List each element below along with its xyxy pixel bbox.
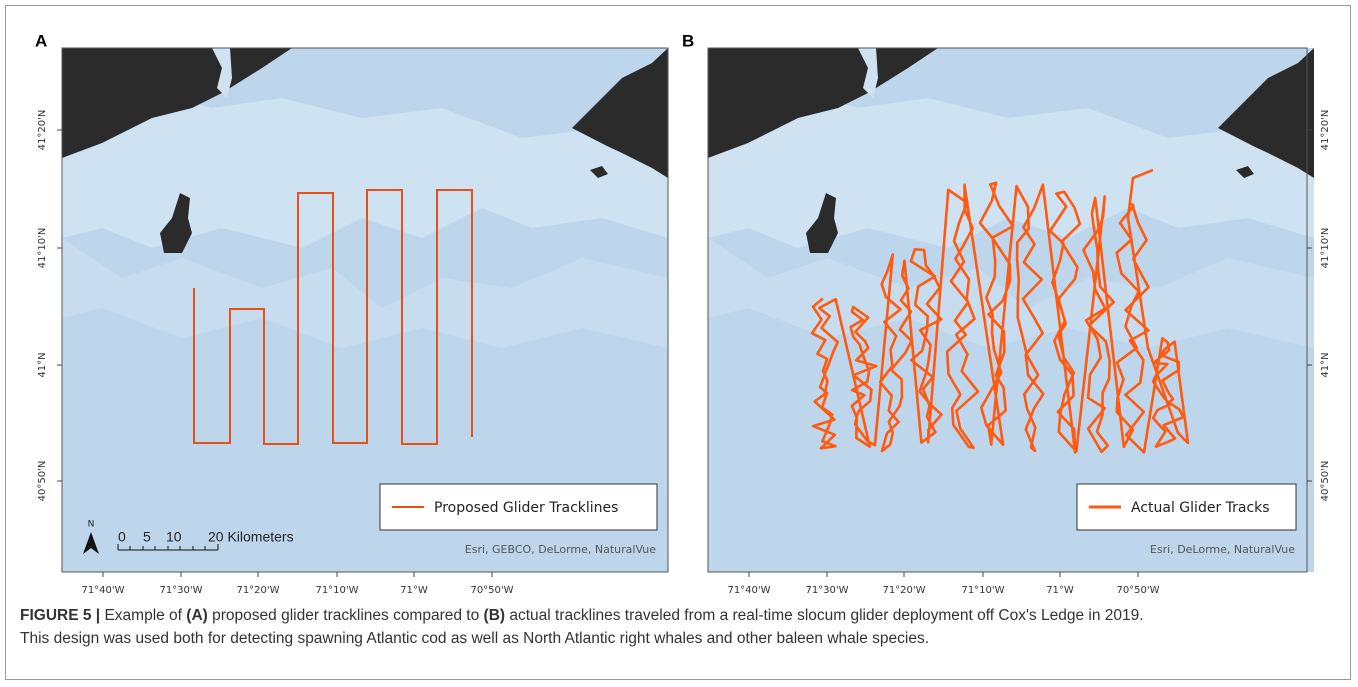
y-tick-label: 41°20'N: [1320, 110, 1331, 151]
panel-label: A: [35, 31, 47, 50]
scale-label: 10: [166, 529, 182, 545]
caption-text: proposed glider tracklines compared to: [208, 607, 484, 624]
caption-line: FIGURE 5 | Example of (A) proposed glide…: [20, 604, 1144, 627]
north-label: N: [88, 520, 95, 530]
y-tick-label: 41°N: [37, 352, 48, 377]
scale-label: 5: [143, 529, 151, 545]
y-tick-label: 41°10'N: [37, 228, 48, 269]
caption-text: Example of: [100, 607, 186, 624]
panel-label: B: [682, 31, 694, 50]
caption-line: This design was used both for detecting …: [20, 627, 1144, 650]
x-tick-label: 71°20'W: [882, 585, 925, 596]
legend-label: Proposed Glider Tracklines: [434, 500, 618, 516]
caption-text: (A): [186, 607, 208, 624]
x-tick-label: 71°20'W: [236, 585, 279, 596]
caption: FIGURE 5 | Example of (A) proposed glide…: [20, 604, 1144, 650]
attribution: Esri, GEBCO, DeLorme, NaturalVue: [465, 543, 656, 556]
y-tick-label: 41°N: [1320, 352, 1331, 377]
attribution: Esri, DeLorme, NaturalVue: [1150, 543, 1295, 556]
x-tick-label: 71°10'W: [315, 585, 358, 596]
y-tick-label: 40°50'N: [1320, 461, 1331, 502]
x-tick-label: 70°50'W: [1116, 585, 1159, 596]
x-tick-label: 71°40'W: [81, 585, 124, 596]
caption-text: FIGURE 5 |: [20, 607, 100, 624]
x-tick-label: 71°W: [1046, 585, 1074, 596]
legend-label: Actual Glider Tracks: [1131, 500, 1270, 516]
x-tick-label: 71°30'W: [159, 585, 202, 596]
caption-text: actual tracklines traveled from a real-t…: [505, 607, 1144, 624]
y-tick-label: 41°20'N: [37, 110, 48, 151]
y-tick-label: 41°10'N: [1320, 228, 1331, 269]
x-tick-label: 70°50'W: [470, 585, 513, 596]
x-tick-label: 71°10'W: [961, 585, 1004, 596]
scale-label: 0: [118, 529, 126, 545]
caption-text: (B): [484, 607, 506, 624]
scale-label: 20 Kilometers: [208, 529, 294, 545]
map-panel-a: Proposed Glider Tracklines Esri, GEBCO, …: [62, 48, 668, 572]
caption-text: This design was used both for detecting …: [20, 630, 929, 647]
x-tick-label: 71°40'W: [727, 585, 770, 596]
figure: Proposed Glider Tracklines Esri, GEBCO, …: [0, 0, 1358, 600]
x-tick-label: 71°30'W: [805, 585, 848, 596]
x-tick-label: 71°W: [400, 585, 428, 596]
y-tick-label: 40°50'N: [37, 461, 48, 502]
map-panel-b: Actual Glider Tracks Esri, DeLorme, Natu…: [708, 48, 1314, 572]
